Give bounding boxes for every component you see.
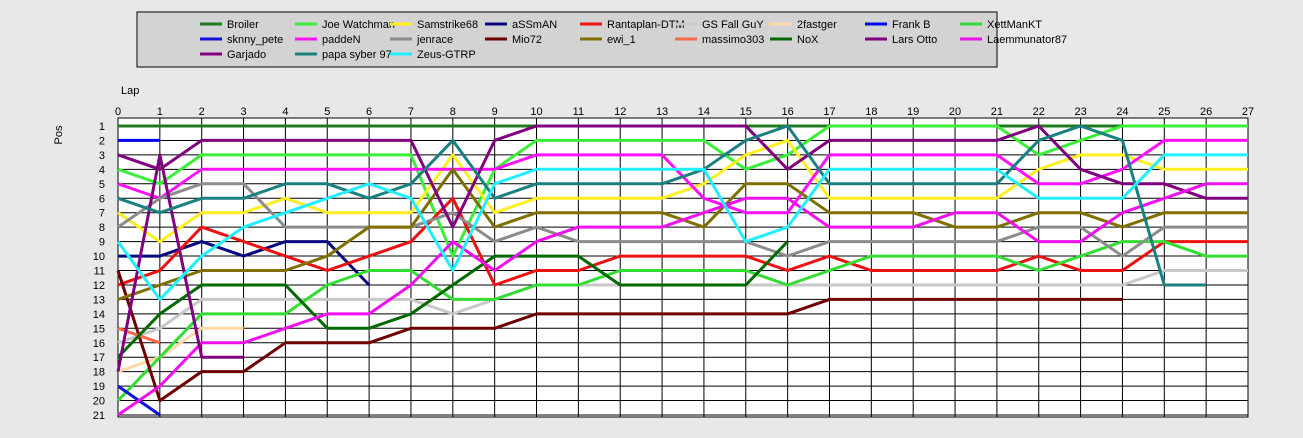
- x-tick-label: 6: [366, 106, 372, 118]
- y-tick-label: 6: [99, 193, 105, 205]
- legend-label: Mio72: [512, 34, 542, 46]
- series-line: [117, 182, 1248, 258]
- y-tick-label: 5: [99, 179, 105, 191]
- x-tick-label: 13: [656, 106, 668, 118]
- x-tick-label: 4: [282, 106, 288, 118]
- series-line: [116, 153, 1248, 301]
- series-line: [117, 182, 1248, 417]
- y-tick-label: 17: [93, 352, 105, 364]
- legend-label: jenrace: [416, 34, 453, 46]
- y-tick-label: 8: [99, 222, 105, 234]
- y-tick-label: 14: [93, 309, 105, 321]
- x-tick-label: 10: [530, 106, 542, 118]
- legend-label: 2fastger: [797, 19, 837, 31]
- x-tick-label: 26: [1200, 106, 1212, 118]
- x-tick-label: 7: [408, 106, 414, 118]
- legend-label: Lars Otto: [892, 34, 937, 46]
- x-tick-label: 25: [1158, 106, 1170, 118]
- x-tick-label: 24: [1116, 106, 1128, 118]
- y-tick-label: 2: [99, 135, 105, 147]
- x-tick-label: 18: [865, 106, 877, 118]
- legend-label: papa syber 97: [322, 49, 392, 61]
- y-tick-label: 19: [93, 381, 105, 393]
- x-tick-label: 22: [1033, 106, 1045, 118]
- series-line: [116, 153, 244, 372]
- series-line: [116, 240, 789, 359]
- x-tick-label: 1: [157, 106, 163, 118]
- series-line: [118, 240, 371, 287]
- x-tick-label: 12: [614, 106, 626, 118]
- x-tick-label: 8: [450, 106, 456, 118]
- x-tick-label: 9: [492, 106, 498, 118]
- legend-label: GS Fall GuY: [702, 19, 764, 31]
- legend-label: massimo303: [702, 34, 764, 46]
- legend-label: Rantaplan-DTM: [607, 19, 685, 31]
- x-tick-label: 3: [240, 106, 246, 118]
- x-tick-label: 19: [907, 106, 919, 118]
- y-tick-label: 20: [93, 396, 105, 408]
- legend-label: Laemmunator87: [987, 34, 1067, 46]
- x-axis-ticks: 0 1 2 3 4 5 6 7 8 9 10 11 12 13 14 15 16 17 18 19 20 21 22 23 24…: [115, 106, 1254, 118]
- x-tick-label: 15: [740, 106, 752, 118]
- y-tick-label: 4: [99, 164, 105, 176]
- x-tick-label: 23: [1074, 106, 1086, 118]
- legend-box: [136, 11, 998, 68]
- y-tick-label: 13: [93, 294, 105, 306]
- series-line: [117, 124, 1248, 229]
- legend-label: Garjado: [227, 49, 266, 61]
- legend-label: ewi_1: [607, 34, 636, 46]
- x-axis-label: Lap: [121, 85, 139, 97]
- y-tick-label: 21: [93, 410, 105, 422]
- y-tick-label: 16: [93, 338, 105, 350]
- legend-label: Broiler: [227, 19, 259, 31]
- x-tick-label: 0: [115, 106, 121, 118]
- y-tick-label: 12: [93, 280, 105, 292]
- y-tick-label: 15: [93, 323, 105, 335]
- y-tick-label: 9: [99, 237, 105, 249]
- y-axis-label: Pos: [53, 125, 65, 144]
- legend-label: NoX: [797, 34, 819, 46]
- legend-label: Samstrike68: [417, 19, 478, 31]
- x-tick-label: 27: [1242, 106, 1254, 118]
- series-line: [116, 270, 1123, 403]
- legend-label: Frank B: [892, 19, 931, 31]
- series-line: [117, 124, 1207, 287]
- legend-label: paddeN: [322, 34, 361, 46]
- series-line: [116, 240, 1248, 402]
- x-tick-label: 5: [324, 106, 330, 118]
- legend: Broiler Joe Watchman Samstrike68 aSSmAN Rant…: [136, 11, 1067, 68]
- legend-label: Joe Watchman: [322, 19, 395, 31]
- x-tick-label: 21: [991, 106, 1003, 118]
- legend-label: XettManKT: [987, 19, 1042, 31]
- y-tick-label: 3: [99, 150, 105, 162]
- x-tick-label: 16: [782, 106, 794, 118]
- y-tick-label: 11: [94, 266, 105, 278]
- legend-label: aSSmAN: [512, 19, 557, 31]
- y-tick-label: 1: [99, 121, 105, 133]
- y-tick-label: 10: [93, 251, 105, 263]
- series-line: [117, 326, 244, 374]
- x-tick-label: 17: [823, 106, 835, 118]
- x-tick-label: 14: [698, 106, 710, 118]
- legend-label: sknny_pete: [227, 34, 283, 46]
- x-tick-label: 11: [573, 106, 584, 118]
- x-tick-label: 2: [199, 106, 205, 118]
- y-tick-label: 18: [93, 367, 105, 379]
- legend-label: Zeus-GTRP: [417, 49, 476, 61]
- series-lines: [116, 124, 1248, 417]
- y-tick-label: 7: [99, 208, 105, 220]
- x-tick-label: 20: [949, 106, 961, 118]
